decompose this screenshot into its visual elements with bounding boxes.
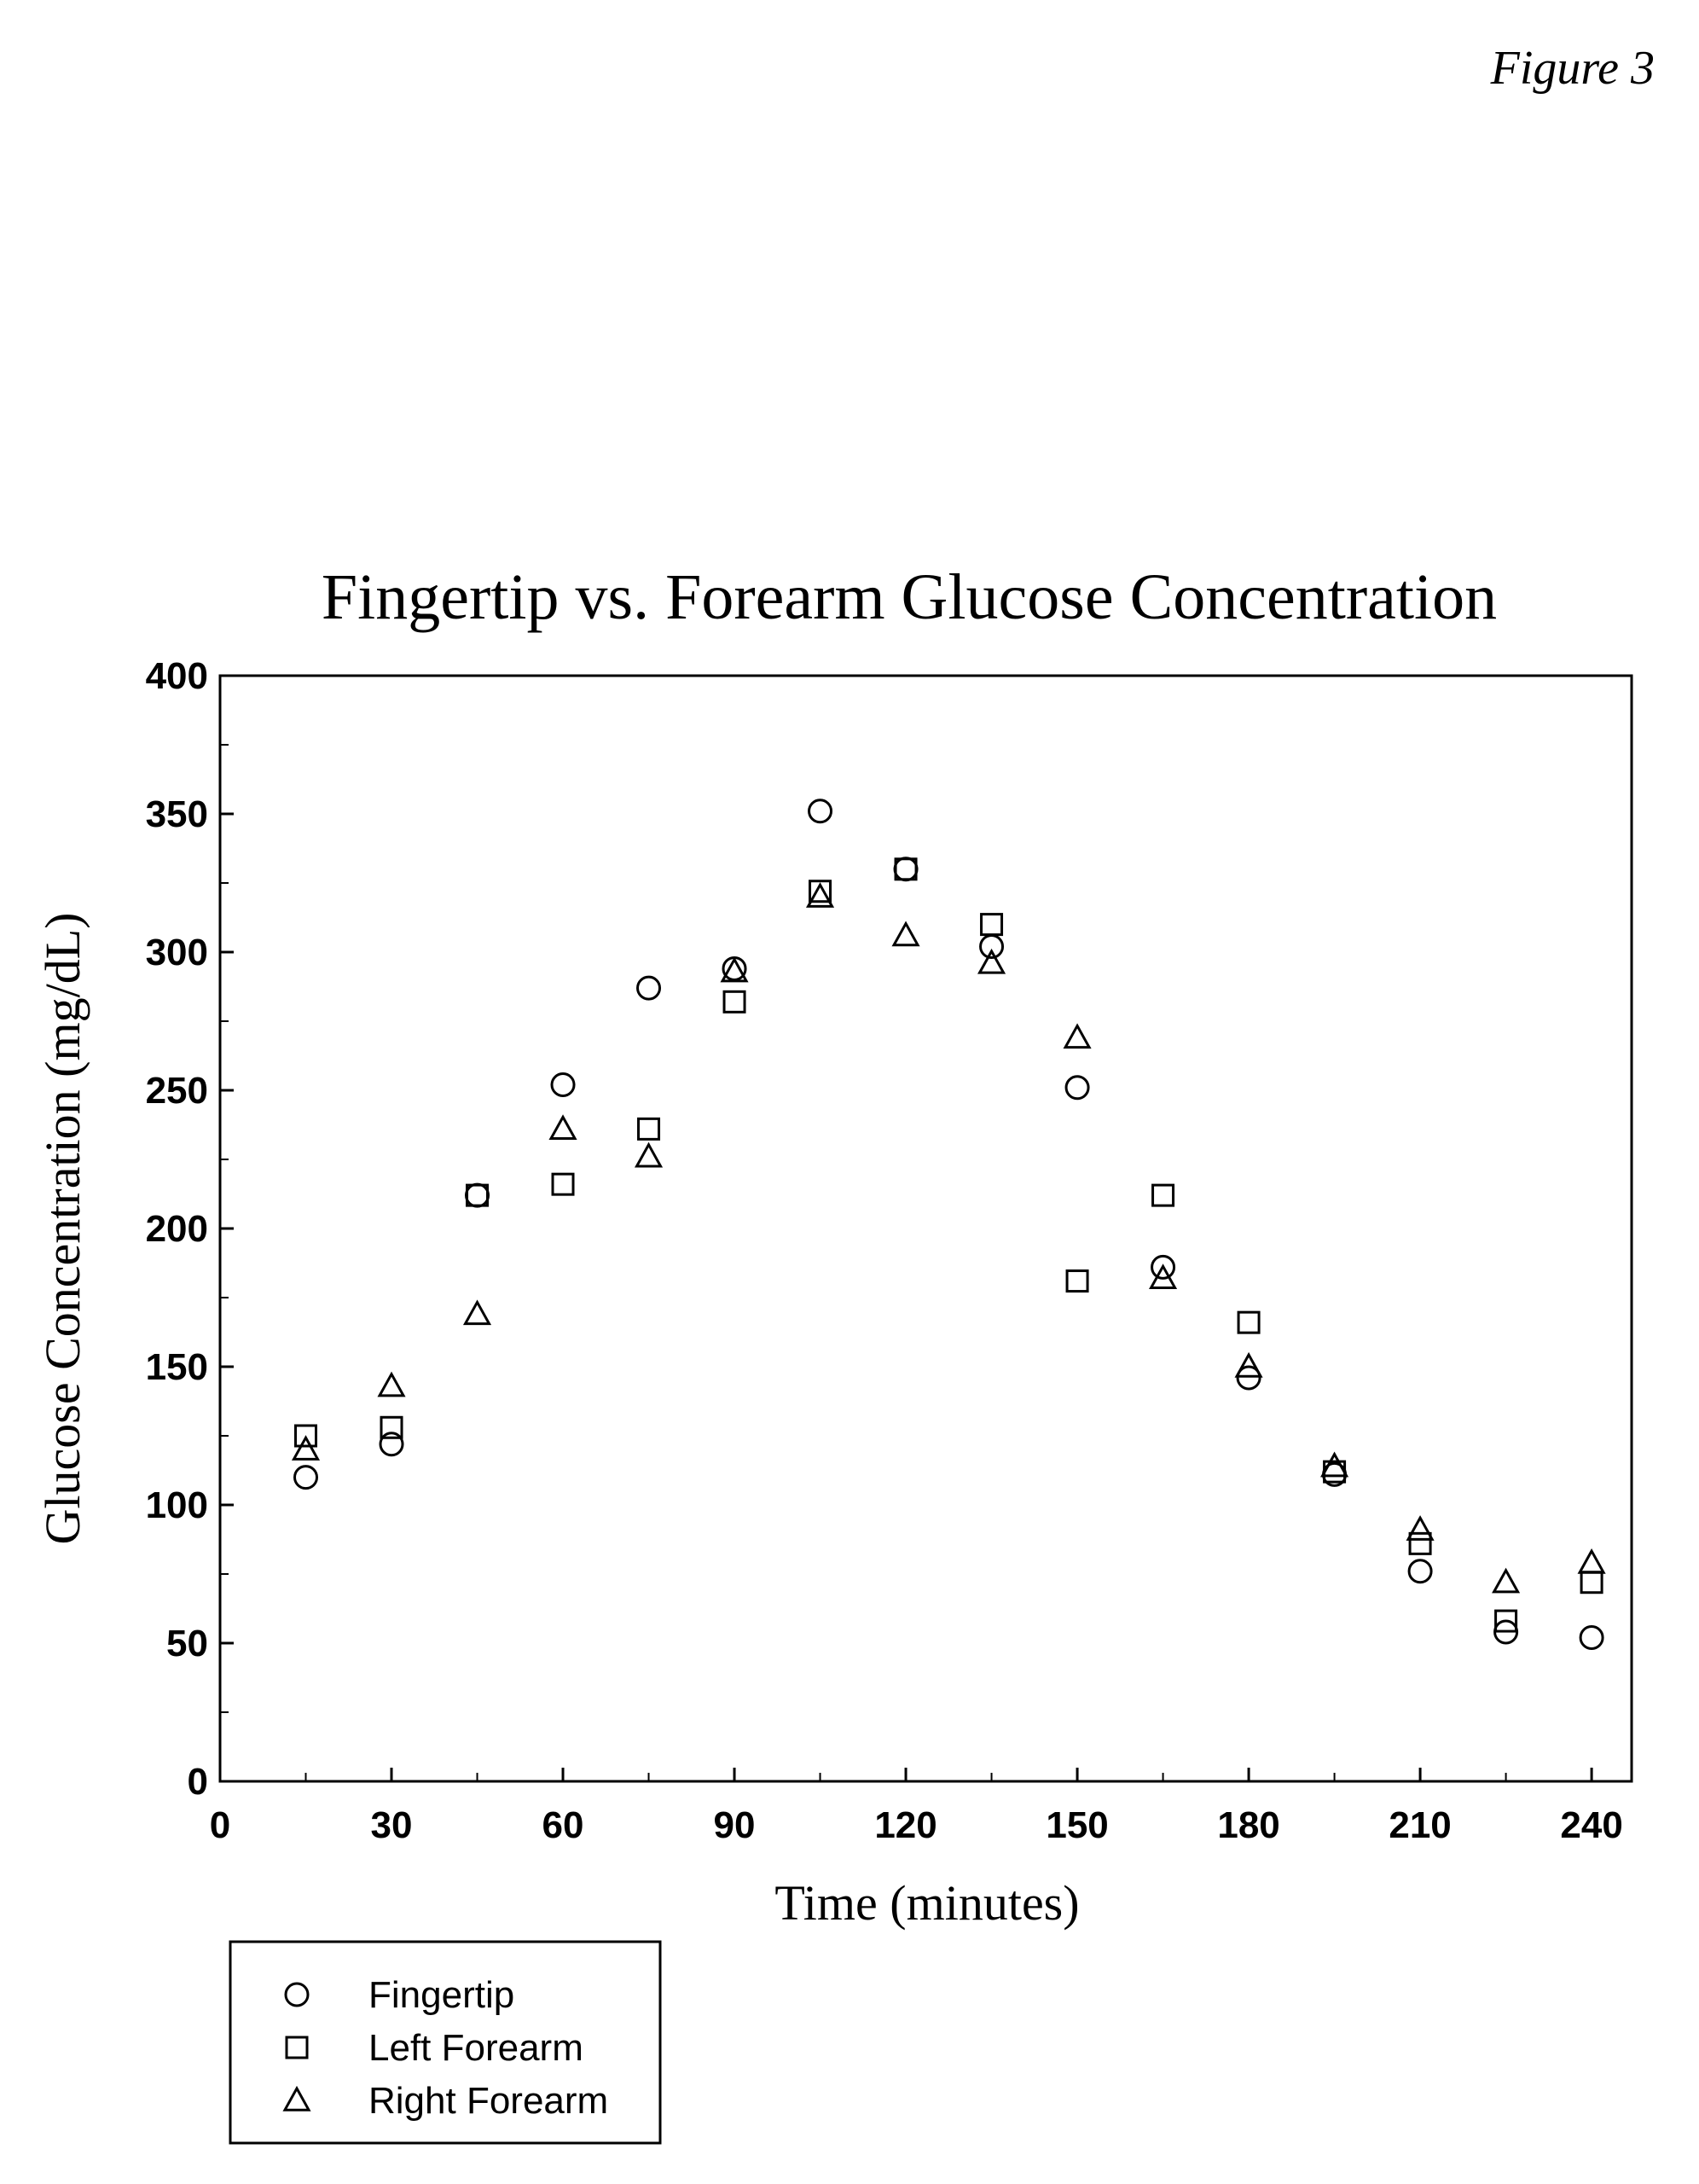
legend-label-left-forearm: Left Forearm xyxy=(368,2027,583,2069)
right-forearm-point xyxy=(380,1374,403,1396)
fingertip-point xyxy=(552,1074,574,1096)
y-tick-label: 0 xyxy=(188,1761,208,1803)
plot-frame xyxy=(220,676,1632,1781)
legend-label-right-forearm: Right Forearm xyxy=(368,2080,608,2122)
left-forearm-point xyxy=(1410,1533,1430,1554)
fingertip-point xyxy=(638,977,660,999)
y-tick-label: 300 xyxy=(146,932,208,973)
left-forearm-point xyxy=(982,915,1002,935)
right-forearm-point xyxy=(637,1145,661,1166)
right-forearm-point xyxy=(1065,1025,1089,1047)
left-forearm-point xyxy=(1238,1312,1259,1333)
x-tick-label: 90 xyxy=(714,1804,756,1846)
fingertip-point xyxy=(380,1433,403,1455)
right-forearm-point xyxy=(551,1117,575,1138)
left-forearm-point xyxy=(553,1174,573,1194)
x-tick-label: 210 xyxy=(1389,1804,1451,1846)
left-forearm-point xyxy=(1581,1572,1602,1593)
x-tick-label: 30 xyxy=(371,1804,413,1846)
x-tick-label: 240 xyxy=(1560,1804,1622,1846)
left-forearm-point xyxy=(1153,1185,1174,1205)
fingertip-point xyxy=(1409,1560,1431,1583)
right-forearm-point xyxy=(1494,1571,1518,1592)
x-tick-label: 0 xyxy=(210,1804,230,1846)
fingertip-point xyxy=(809,800,832,822)
y-tick-label: 50 xyxy=(166,1623,208,1664)
fingertip-point xyxy=(981,936,1003,958)
data-points xyxy=(294,800,1604,1649)
left-forearm-point xyxy=(724,991,745,1012)
fingertip-point xyxy=(1580,1627,1603,1649)
legend-label-fingertip: Fingertip xyxy=(368,1974,514,2016)
right-forearm-point xyxy=(466,1302,490,1323)
x-axis-ticks: 0 30 60 90 120 150 180 210 240 xyxy=(210,1768,1623,1846)
fingertip-point xyxy=(895,858,917,880)
x-tick-label: 150 xyxy=(1046,1804,1108,1846)
left-forearm-point xyxy=(1067,1271,1087,1292)
y-axis-title: Glucose Concentration (mg/dL) xyxy=(35,913,90,1545)
right-forearm-point xyxy=(294,1438,318,1459)
left-forearm-point xyxy=(639,1118,659,1139)
y-tick-label: 350 xyxy=(146,793,208,835)
right-forearm-point xyxy=(894,924,918,945)
y-tick-label: 150 xyxy=(146,1346,208,1388)
right-forearm-point xyxy=(809,885,832,906)
y-tick-label: 250 xyxy=(146,1070,208,1112)
right-forearm-point xyxy=(1323,1455,1347,1476)
x-axis-title: Time (minutes) xyxy=(774,1875,1079,1931)
right-forearm-point xyxy=(1408,1518,1432,1539)
y-tick-label: 100 xyxy=(146,1484,208,1526)
right-forearm-point xyxy=(1580,1551,1603,1572)
x-tick-label: 60 xyxy=(542,1804,584,1846)
fingertip-point xyxy=(1066,1077,1088,1099)
y-tick-label: 400 xyxy=(146,655,208,697)
fingertip-point xyxy=(295,1467,317,1489)
x-tick-label: 120 xyxy=(874,1804,936,1846)
legend: Fingertip Left Forearm Right Forearm xyxy=(230,1942,660,2143)
x-tick-label: 180 xyxy=(1217,1804,1279,1846)
y-tick-label: 200 xyxy=(146,1208,208,1250)
fingertip-point xyxy=(467,1184,489,1206)
chart-title: Fingertip vs. Forearm Glucose Concentrat… xyxy=(322,561,1497,633)
